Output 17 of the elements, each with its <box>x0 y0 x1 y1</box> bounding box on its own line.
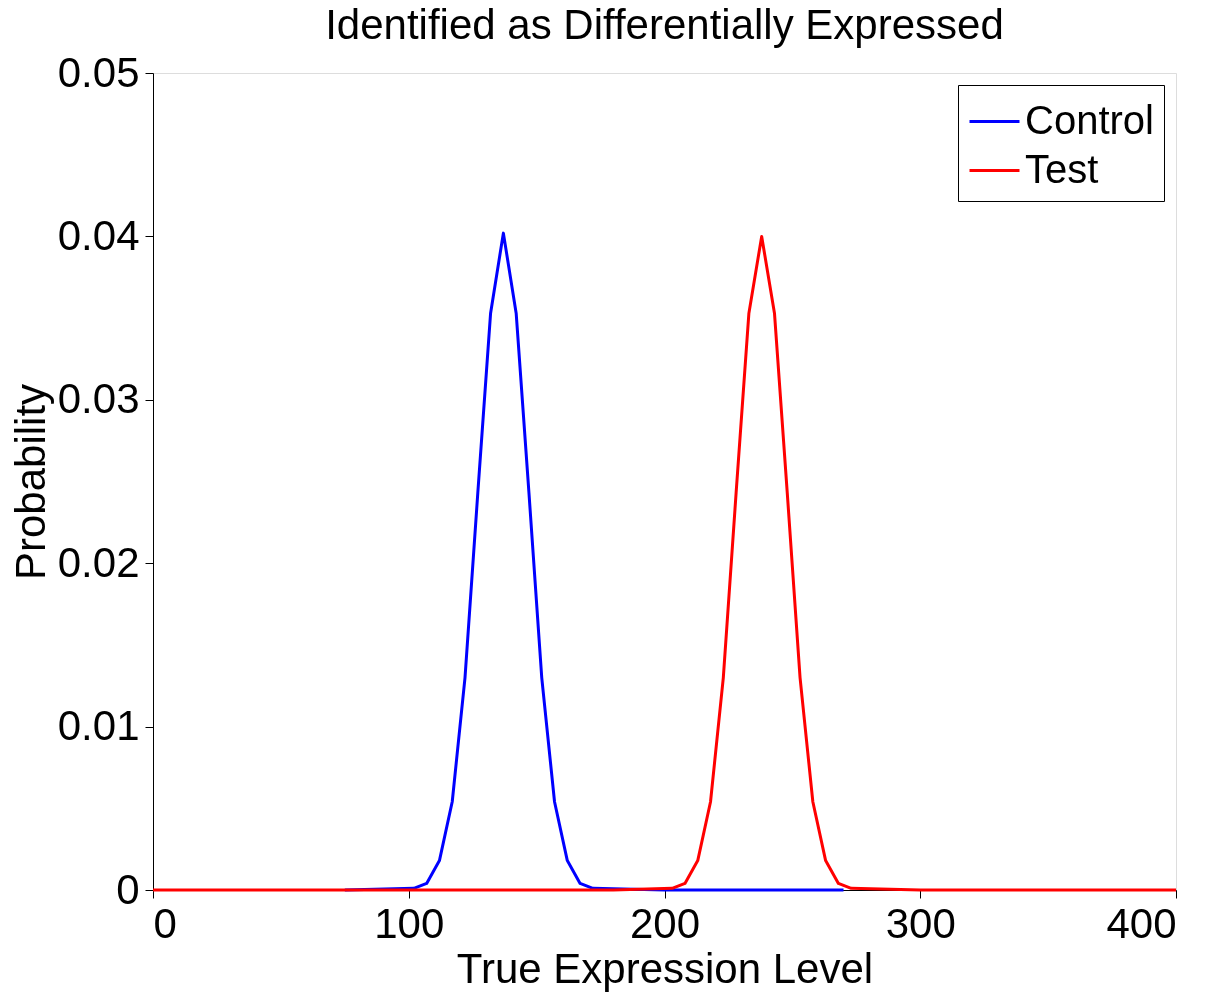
x-tick-label: 200 <box>629 899 701 947</box>
y-axis-title: Probability <box>6 383 54 581</box>
y-tick-label: 0.02 <box>57 538 140 586</box>
y-tick-label: 0.03 <box>57 375 140 423</box>
y-tick-label: 0.05 <box>57 48 140 96</box>
x-axis-title: True Expression Level <box>456 944 874 992</box>
x-tick-label: 300 <box>885 899 956 947</box>
legend-label: Control <box>1025 97 1154 142</box>
chart-title: Identified as Differentially Expressed <box>325 1 1004 48</box>
x-tick-label: 100 <box>374 899 445 947</box>
y-tick-label: 0 <box>116 865 140 913</box>
y-tick-label: 0.01 <box>57 702 140 750</box>
x-tick-label: 0 <box>153 899 177 947</box>
x-tick-label: 400 <box>1106 899 1177 947</box>
legend-label: Test <box>1025 146 1099 191</box>
line-series <box>343 231 846 892</box>
y-tick-label: 0.04 <box>57 211 140 259</box>
